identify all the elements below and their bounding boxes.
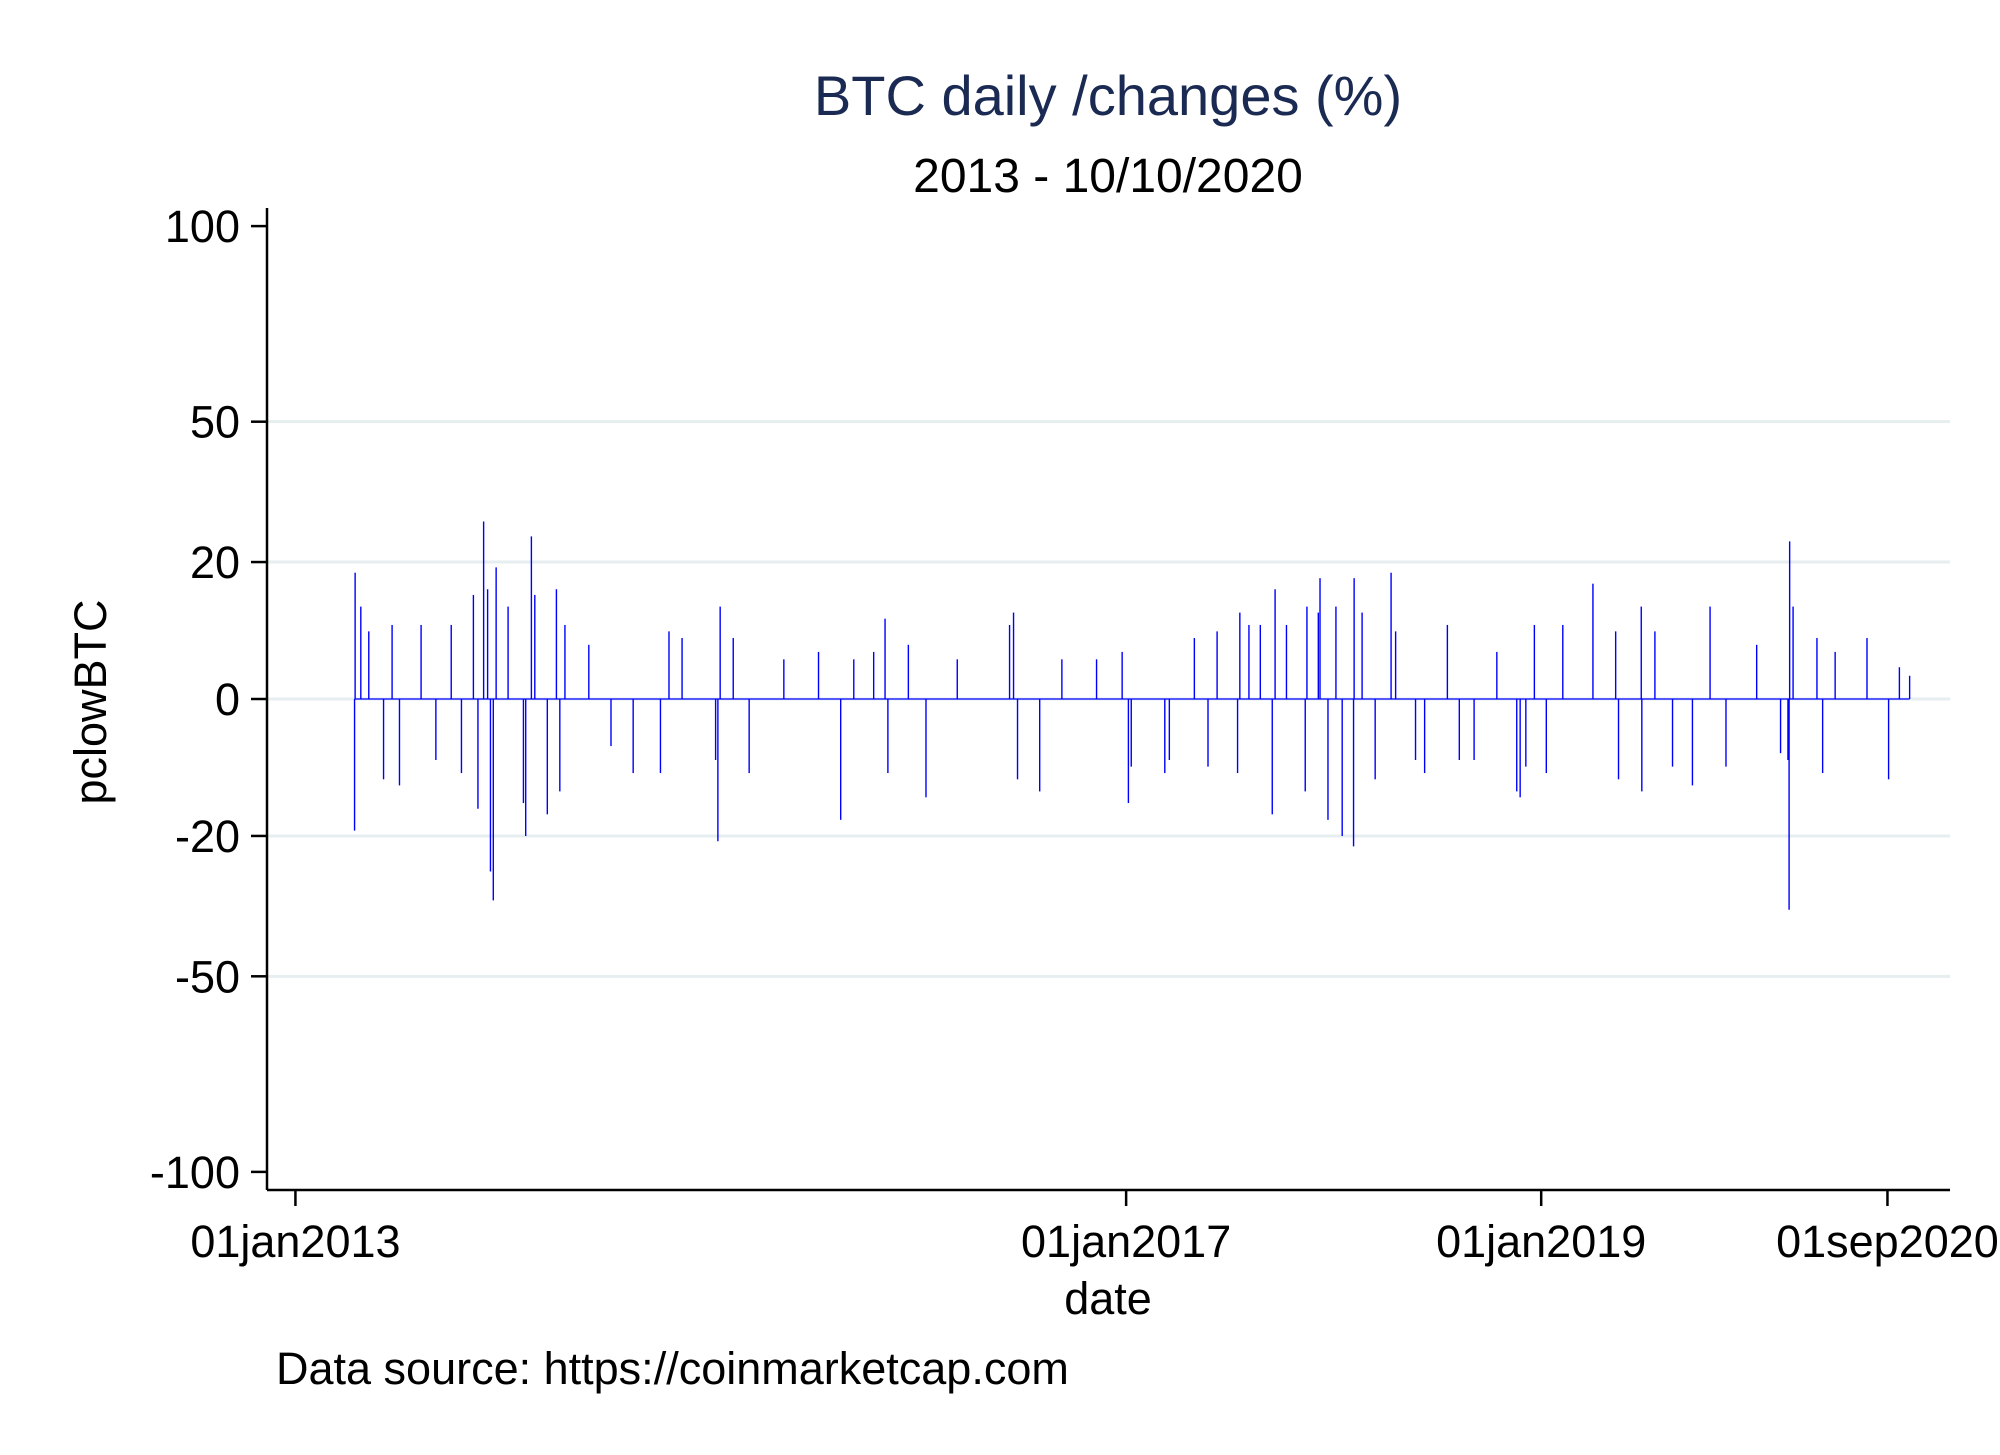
y-tick-label: 100 bbox=[165, 201, 240, 252]
y-tick-label: 0 bbox=[215, 674, 240, 725]
chart-subtitle: 2013 - 10/10/2020 bbox=[913, 150, 1303, 203]
y-tick-label: -100 bbox=[150, 1147, 240, 1198]
x-tick-label: 01sep2020 bbox=[1776, 1216, 1999, 1267]
x-tick-label: 01jan2013 bbox=[190, 1216, 400, 1267]
y-tick-label: -50 bbox=[175, 951, 240, 1002]
x-axis: 01jan2013 01jan2017 01jan2019 01sep2020 bbox=[190, 1188, 1999, 1267]
data-series bbox=[353, 521, 1911, 910]
y-tick-label: 50 bbox=[190, 397, 240, 448]
chart-title: BTC daily /changes (%) bbox=[814, 64, 1402, 127]
y-tick-label: 20 bbox=[190, 537, 240, 588]
y-axis-label: pclowBTC bbox=[65, 599, 116, 804]
x-tick-label: 01jan2017 bbox=[1021, 1216, 1231, 1267]
source-note: Data source: https://coinmarketcap.com bbox=[276, 1343, 1069, 1394]
y-tick-label: -20 bbox=[175, 811, 240, 862]
x-axis-label: date bbox=[1064, 1273, 1152, 1324]
x-tick-label: 01jan2019 bbox=[1436, 1216, 1646, 1267]
y-axis: 100 50 20 0 -20 -50 -100 bbox=[150, 201, 269, 1198]
